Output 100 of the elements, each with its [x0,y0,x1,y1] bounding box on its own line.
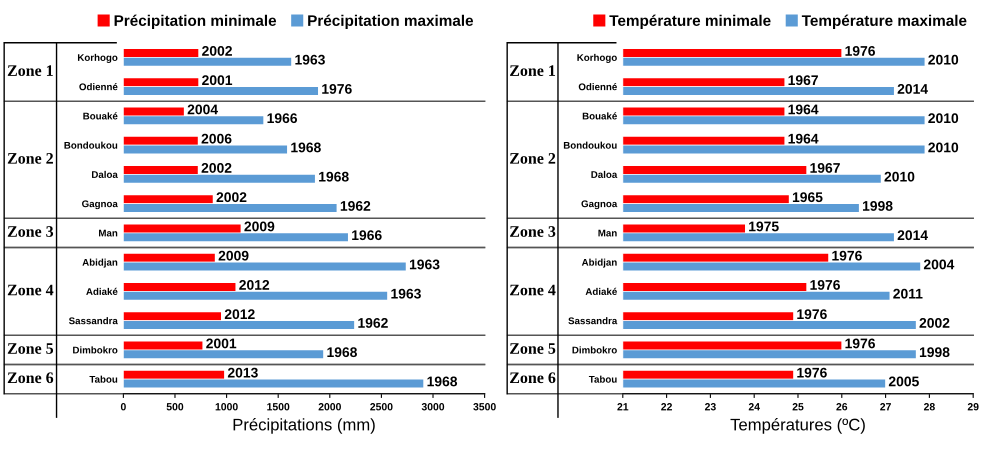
y-tick-label: Bondoukou [564,142,617,149]
text: Zone 5 [510,343,556,354]
annotation: 2002 [216,192,246,202]
y-tick-label: Korhogo [577,54,617,63]
annotation: 1976 [797,368,827,378]
annotation: 2001 [206,338,236,348]
y-tick-label: Odienné [79,83,118,90]
x-tick-label: 3000 [422,403,444,410]
y-tick-label: Sassandra [568,317,618,324]
annotation: 1968 [291,142,321,152]
x-tick-label: 22 [661,403,672,410]
y-tick-label: Gagnoa [82,200,118,210]
x-tick-label: 25 [792,403,804,410]
annotation: 2012 [239,280,270,290]
x-tick-label: 0 [120,403,126,410]
x-tick-label: 27 [880,403,891,410]
annotation: 2010 [928,54,958,65]
x-tick-label: 24 [748,403,760,410]
annotation: 2005 [888,376,919,386]
y-tick-label: Dimbokro [73,346,118,354]
x-tick-label: 28 [924,403,935,410]
text: Zone 5 [8,343,54,354]
y-tick-label: Daloa [92,170,118,178]
text: Zone 4 [510,284,556,296]
y-tick-label: Abidjan [82,258,118,268]
annotation: 2011 [893,288,923,299]
annotation: 1966 [268,113,298,124]
annotation: 2010 [928,113,958,124]
legend-label: Précipitation maximale [308,14,474,29]
annotation: 2010 [928,142,958,152]
y-tick-label: Daloa [591,170,618,178]
text: Zone 3 [510,226,556,237]
x-axis-title: Températures (ºC) [730,418,865,434]
x-tick-label: 1500 [267,403,290,410]
annotation: 1998 [862,201,893,211]
annotation: 1976 [797,309,827,320]
y-tick-label: Dimbokro [572,346,617,354]
annotation: 1976 [810,280,840,290]
text: Zone 1 [8,65,53,76]
annotation: 2009 [244,222,274,232]
y-tick-label: Bouaké [582,112,617,120]
annotation: 2004 [924,260,954,270]
y-tick-label: Adiaké [86,288,118,295]
y-tick-label: Odienné [578,83,617,90]
text: Zone 2 [510,153,556,164]
annotation: 1975 [749,222,779,232]
annotation: 1964 [788,104,818,114]
x-axis-title: Précipitations (mm) [234,418,375,434]
annotation: 2002 [202,46,232,56]
x-tick-label: 2500 [370,403,393,410]
annotation: 2006 [202,134,232,144]
x-tick-label: 500 [166,403,184,410]
annotation: 1976 [322,84,352,94]
annotation: 2014 [898,230,928,240]
annotation: 1976 [832,250,862,261]
annotation: 1998 [920,347,950,358]
annotation: 2009 [218,250,249,261]
annotation: 2004 [188,104,218,114]
y-tick-label: Tabou [89,376,118,383]
annotation: 2002 [202,163,232,173]
annotation: 1976 [845,338,875,348]
text: Zone 6 [510,372,556,384]
legend-label: Température minimale [609,14,771,29]
annotation: 1967 [788,75,818,86]
annotation: 1968 [327,347,357,358]
annotation: 1976 [845,46,875,56]
y-tick-label: Gagnoa [581,200,618,210]
annotation: 2002 [920,318,950,328]
text: Zone 4 [8,284,54,296]
annotation: 2014 [898,84,928,94]
annotation: 1965 [792,192,823,202]
annotation: 1967 [810,163,840,173]
x-tick-label: 29 [968,403,979,410]
annotation: 1963 [391,288,421,299]
annotation: 1963 [410,260,440,270]
y-tick-label: Man [598,230,617,236]
x-tick-label: 23 [704,403,716,410]
y-tick-label: Korhogo [78,54,118,63]
y-tick-label: Abidjan [582,258,617,268]
y-tick-label: Bondoukou [64,142,118,149]
annotation: 1966 [352,230,382,240]
annotation: 2013 [228,368,258,378]
x-tick-label: 2000 [318,403,341,410]
x-tick-label: 26 [836,403,848,410]
text: Zone 3 [8,226,54,237]
y-tick-label: Man [99,230,118,236]
x-tick-label: 1000 [216,403,238,410]
annotation: 1968 [427,376,458,386]
x-tick-label: 3500 [473,403,496,410]
annotation: 1963 [295,54,325,65]
annotation: 1962 [358,318,388,328]
text: Zone 6 [8,372,54,384]
text: Zone 2 [8,153,53,164]
annotation: 1968 [319,172,349,182]
text: Zone 1 [510,65,556,76]
legend-label: Précipitation minimale [114,14,276,29]
annotation: 1962 [340,201,370,211]
y-tick-label: Adiaké [586,288,617,295]
x-tick-label: 21 [617,403,628,410]
annotation: 2010 [884,172,914,182]
